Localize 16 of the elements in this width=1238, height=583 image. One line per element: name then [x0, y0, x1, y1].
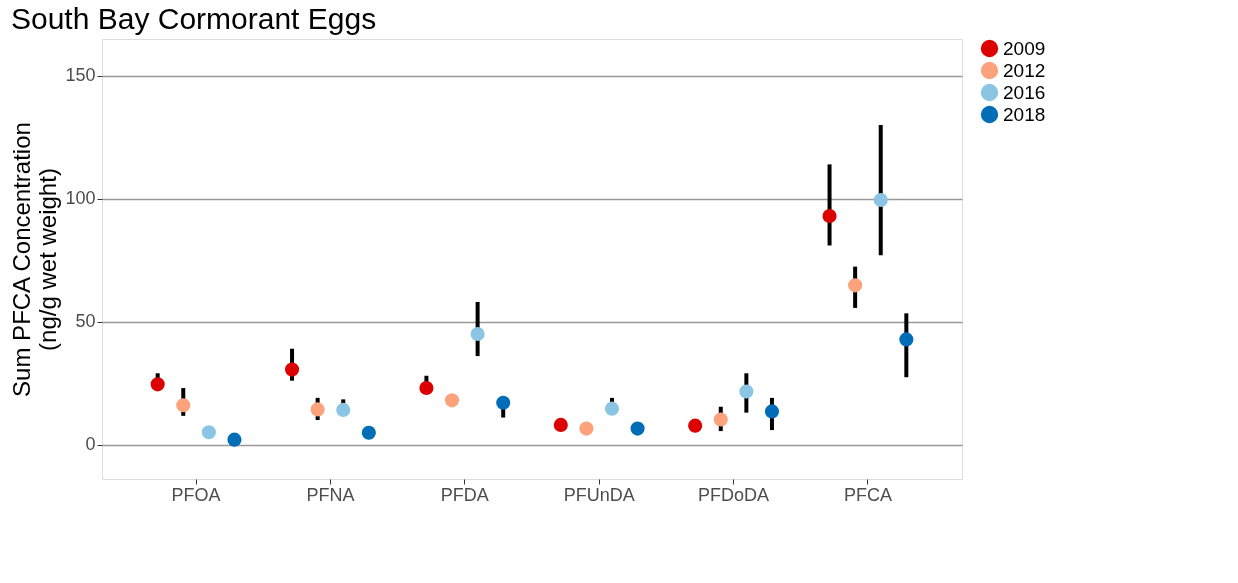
y-tick-label: 0 [85, 434, 96, 455]
x-tick-label: PFCA [843, 484, 892, 505]
y-axis-title: Sum PFCA Concentration (ng/g wet weight) [8, 122, 62, 397]
x-tick-label: PFUnDA [563, 484, 635, 505]
legend-label: 2009 [1003, 37, 1046, 59]
legend-label: 2016 [1003, 81, 1046, 103]
legend-label: 2018 [1003, 103, 1046, 125]
y-tick-label: 100 [65, 188, 96, 209]
x-tick-label: PFDA [440, 484, 489, 505]
y-tick-label: 50 [75, 311, 96, 332]
x-tick-label: PFOA [171, 484, 221, 505]
y-tick-label: 150 [65, 65, 96, 86]
x-tick-label: PFDoDA [698, 484, 770, 505]
x-tick-label: PFNA [306, 484, 355, 505]
legend-label: 2012 [1003, 59, 1046, 81]
chart-title: South Bay Cormorant Eggs [10, 2, 377, 35]
